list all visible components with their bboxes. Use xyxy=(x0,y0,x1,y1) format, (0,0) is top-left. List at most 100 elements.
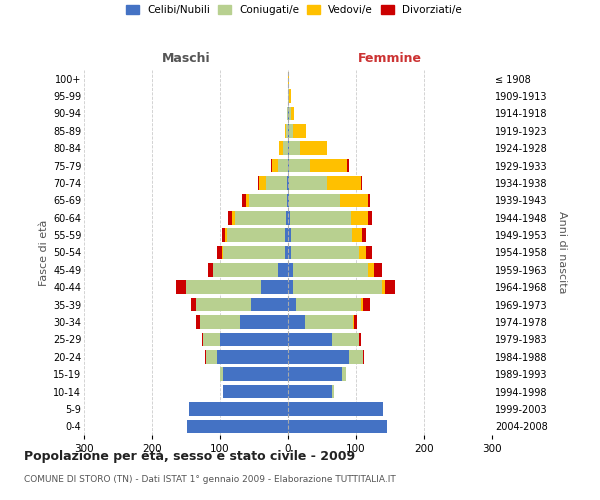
Bar xyxy=(279,142,283,155)
Bar xyxy=(266,176,287,190)
Bar xyxy=(291,228,352,242)
Bar xyxy=(353,315,354,329)
Bar xyxy=(361,298,363,312)
Bar xyxy=(288,246,292,260)
Bar xyxy=(359,332,361,346)
Bar xyxy=(289,194,340,207)
Bar xyxy=(271,159,272,172)
Bar xyxy=(284,246,288,260)
Bar xyxy=(288,228,291,242)
Bar xyxy=(288,142,289,155)
Bar xyxy=(200,315,241,329)
Bar xyxy=(363,298,370,312)
Bar xyxy=(363,350,364,364)
Bar xyxy=(258,176,259,190)
Bar xyxy=(368,211,371,224)
Bar xyxy=(289,142,299,155)
Bar xyxy=(246,194,249,207)
Bar xyxy=(288,332,332,346)
Bar xyxy=(278,159,288,172)
Bar xyxy=(206,350,217,364)
Bar xyxy=(343,368,346,381)
Bar xyxy=(190,402,288,415)
Bar xyxy=(227,228,285,242)
Bar xyxy=(289,124,293,138)
Bar xyxy=(272,159,278,172)
Bar xyxy=(349,350,363,364)
Bar xyxy=(286,211,288,224)
Bar xyxy=(288,211,290,224)
Bar xyxy=(352,228,362,242)
Bar xyxy=(208,263,213,276)
Bar xyxy=(288,263,293,276)
Bar xyxy=(196,315,200,329)
Bar xyxy=(217,350,288,364)
Bar xyxy=(232,211,235,224)
Bar xyxy=(351,211,368,224)
Bar xyxy=(286,124,288,138)
Bar xyxy=(288,176,289,190)
Bar xyxy=(382,280,385,294)
Bar xyxy=(287,194,288,207)
Bar xyxy=(289,159,310,172)
Bar xyxy=(347,159,349,172)
Bar xyxy=(241,315,288,329)
Bar xyxy=(296,298,361,312)
Bar xyxy=(385,280,395,294)
Bar xyxy=(222,228,226,242)
Bar xyxy=(366,246,371,260)
Text: Popolazione per età, sesso e stato civile - 2009: Popolazione per età, sesso e stato civil… xyxy=(24,450,355,463)
Bar xyxy=(327,176,361,190)
Text: COMUNE DI STORO (TN) - Dati ISTAT 1° gennaio 2009 - Elaborazione TUTTITALIA.IT: COMUNE DI STORO (TN) - Dati ISTAT 1° gen… xyxy=(24,475,396,484)
Bar xyxy=(242,194,246,207)
Bar xyxy=(187,420,288,433)
Bar xyxy=(288,280,293,294)
Bar xyxy=(205,350,206,364)
Bar xyxy=(288,350,349,364)
Bar xyxy=(292,246,359,260)
Bar xyxy=(251,298,288,312)
Bar xyxy=(220,368,223,381)
Bar xyxy=(226,228,227,242)
Bar xyxy=(368,263,374,276)
Bar xyxy=(354,315,358,329)
Bar xyxy=(261,280,288,294)
Bar xyxy=(288,368,343,381)
Bar xyxy=(228,211,232,224)
Bar xyxy=(293,263,368,276)
Bar xyxy=(288,315,305,329)
Bar xyxy=(288,159,289,172)
Bar xyxy=(289,106,291,120)
Bar xyxy=(288,385,332,398)
Bar xyxy=(288,124,289,138)
Bar xyxy=(293,280,382,294)
Bar xyxy=(202,332,203,346)
Bar xyxy=(288,194,289,207)
Bar xyxy=(283,142,288,155)
Bar xyxy=(217,246,222,260)
Text: Femmine: Femmine xyxy=(358,52,422,65)
Text: Maschi: Maschi xyxy=(161,52,211,65)
Bar xyxy=(259,176,266,190)
Y-axis label: Fasce di età: Fasce di età xyxy=(38,220,49,286)
Bar xyxy=(223,368,288,381)
Bar xyxy=(287,106,288,120)
Bar xyxy=(249,194,287,207)
Bar xyxy=(196,298,251,312)
Bar xyxy=(288,72,289,86)
Bar xyxy=(213,263,278,276)
Bar xyxy=(220,332,288,346)
Bar xyxy=(293,124,307,138)
Bar xyxy=(289,176,327,190)
Bar xyxy=(332,332,359,346)
Bar xyxy=(374,263,382,276)
Bar xyxy=(287,176,288,190)
Bar xyxy=(203,332,220,346)
Bar xyxy=(362,228,365,242)
Bar xyxy=(288,420,386,433)
Bar xyxy=(310,159,347,172)
Bar xyxy=(284,124,286,138)
Bar xyxy=(291,106,294,120)
Bar xyxy=(285,228,288,242)
Bar xyxy=(290,211,351,224)
